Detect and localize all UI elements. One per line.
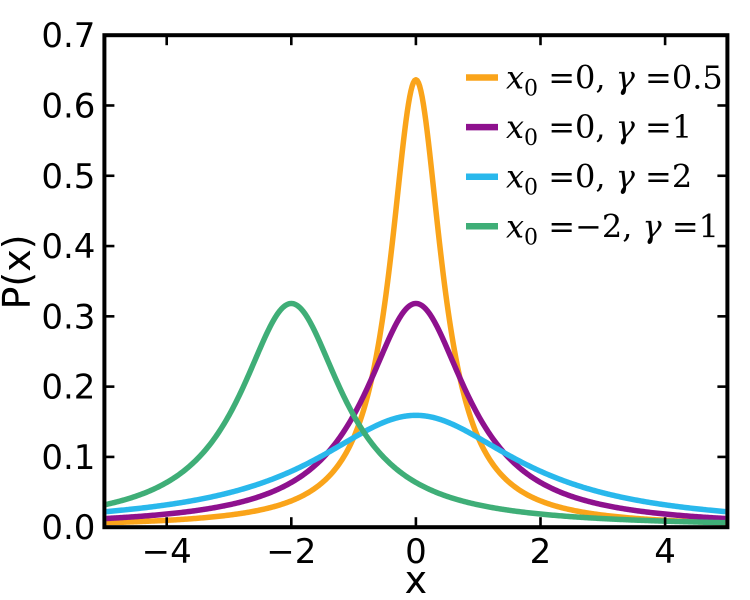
x-tick-labels: −4 −2 0 2 4 xyxy=(142,532,676,572)
y-tick-label: 0.7 xyxy=(41,16,95,56)
y-tick-label: 0.3 xyxy=(41,297,95,337)
y-axis-label: P(x) xyxy=(0,234,39,309)
legend-entry: x0 =0, γ =2 xyxy=(466,158,692,201)
y-tick-label: 0.6 xyxy=(41,86,95,126)
x-tick-label: 4 xyxy=(654,532,676,572)
legend-label: x0 =0, γ =1 xyxy=(506,108,692,151)
y-tick-label: 0.5 xyxy=(41,157,95,197)
y-ticks xyxy=(104,33,728,529)
legend-label: x0 =0, γ =2 xyxy=(506,158,692,201)
legend: x0 =0, γ =0.5 x0 =0, γ =1 x0 =0, γ =2 x0 =−… xyxy=(466,59,723,250)
y-tick-label: 0.2 xyxy=(41,368,95,408)
y-tick-label: 0.0 xyxy=(41,508,95,548)
curve-series-3 xyxy=(106,412,726,515)
x-tick-label: −2 xyxy=(266,532,316,572)
legend-label: x0 =−2, γ =1 xyxy=(506,207,719,250)
x-tick-label: −4 xyxy=(142,532,192,572)
x-ticks xyxy=(165,35,667,528)
curve-series-2 xyxy=(106,300,726,522)
y-tick-label: 0.1 xyxy=(41,438,95,478)
x-tick-label: 0 xyxy=(405,532,427,572)
x-axis-label: x xyxy=(405,558,428,600)
legend-entry: x0 =0, γ =0.5 xyxy=(466,59,723,102)
legend-entry: x0 =0, γ =1 xyxy=(466,108,692,151)
legend-entry: x0 =−2, γ =1 xyxy=(466,207,719,250)
x-tick-label: 2 xyxy=(530,532,552,572)
curve-series-4 xyxy=(106,300,726,526)
legend-label: x0 =0, γ =0.5 xyxy=(506,59,723,102)
y-tick-label: 0.4 xyxy=(41,227,95,267)
y-tick-labels: 0.0 0.1 0.2 0.3 0.4 0.5 0.6 0.7 xyxy=(41,16,95,548)
curves xyxy=(106,77,726,526)
